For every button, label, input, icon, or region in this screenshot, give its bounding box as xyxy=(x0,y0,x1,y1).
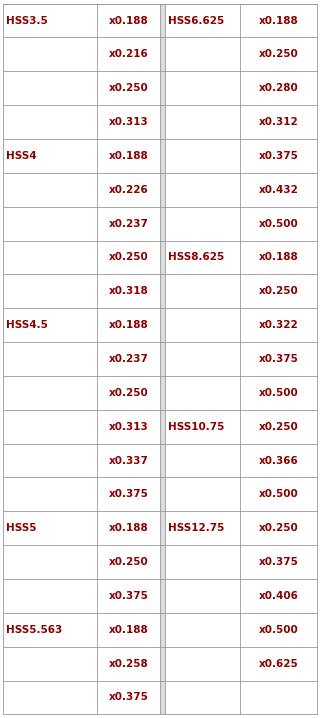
Bar xyxy=(160,241,165,274)
Text: HSS8.625: HSS8.625 xyxy=(168,253,224,263)
Text: x0.500: x0.500 xyxy=(259,218,298,228)
Bar xyxy=(160,681,165,714)
Bar xyxy=(3,511,317,545)
Bar xyxy=(160,207,165,241)
Bar xyxy=(160,545,165,579)
Text: x0.250: x0.250 xyxy=(259,421,298,432)
Text: x0.375: x0.375 xyxy=(109,591,148,601)
Bar xyxy=(160,511,165,545)
Text: x0.375: x0.375 xyxy=(259,151,298,161)
Text: x0.337: x0.337 xyxy=(109,455,148,465)
Text: x0.188: x0.188 xyxy=(109,625,148,635)
Text: x0.313: x0.313 xyxy=(109,117,148,127)
Bar xyxy=(3,4,317,37)
Text: x0.280: x0.280 xyxy=(259,83,298,93)
Text: x0.375: x0.375 xyxy=(109,692,148,702)
Bar xyxy=(160,37,165,71)
Bar xyxy=(160,274,165,308)
Bar xyxy=(160,139,165,173)
Text: x0.500: x0.500 xyxy=(259,490,298,500)
Bar xyxy=(160,410,165,444)
Text: x0.375: x0.375 xyxy=(259,557,298,567)
Bar xyxy=(3,681,317,714)
Bar xyxy=(160,376,165,410)
Bar xyxy=(160,173,165,207)
Bar xyxy=(3,37,317,71)
Text: x0.188: x0.188 xyxy=(109,16,148,26)
Bar xyxy=(3,376,317,410)
Text: x0.258: x0.258 xyxy=(109,658,148,668)
Bar xyxy=(3,545,317,579)
Text: x0.250: x0.250 xyxy=(259,50,298,60)
Text: x0.188: x0.188 xyxy=(259,253,298,263)
Text: x0.375: x0.375 xyxy=(109,490,148,500)
Text: x0.250: x0.250 xyxy=(259,523,298,533)
Text: x0.312: x0.312 xyxy=(259,117,298,127)
Text: HSS4: HSS4 xyxy=(6,151,37,161)
Bar xyxy=(160,71,165,105)
Text: x0.188: x0.188 xyxy=(109,320,148,330)
Bar xyxy=(160,4,165,37)
Bar xyxy=(3,477,317,511)
Bar xyxy=(3,241,317,274)
Text: x0.313: x0.313 xyxy=(109,421,148,432)
Bar xyxy=(160,105,165,139)
Text: x0.250: x0.250 xyxy=(109,83,148,93)
Text: x0.322: x0.322 xyxy=(259,320,298,330)
Text: x0.500: x0.500 xyxy=(259,625,298,635)
Text: HSS5.563: HSS5.563 xyxy=(6,625,63,635)
Text: HSS5: HSS5 xyxy=(6,523,37,533)
Text: HSS6.625: HSS6.625 xyxy=(168,16,224,26)
Text: x0.250: x0.250 xyxy=(259,286,298,297)
Bar xyxy=(3,274,317,308)
Text: x0.500: x0.500 xyxy=(259,388,298,398)
Text: x0.406: x0.406 xyxy=(259,591,298,601)
Bar xyxy=(160,647,165,681)
Text: HSS12.75: HSS12.75 xyxy=(168,523,224,533)
Bar xyxy=(3,579,317,613)
Bar xyxy=(160,477,165,511)
Bar xyxy=(160,579,165,613)
Text: x0.188: x0.188 xyxy=(259,16,298,26)
Text: x0.366: x0.366 xyxy=(259,455,298,465)
Text: HSS3.5: HSS3.5 xyxy=(6,16,48,26)
Bar xyxy=(3,71,317,105)
Bar xyxy=(3,308,317,342)
Bar xyxy=(3,207,317,241)
Text: x0.318: x0.318 xyxy=(109,286,148,297)
Text: x0.432: x0.432 xyxy=(259,185,298,195)
Bar xyxy=(3,173,317,207)
Text: x0.188: x0.188 xyxy=(109,151,148,161)
Bar xyxy=(3,444,317,477)
Bar xyxy=(3,410,317,444)
Text: HSS10.75: HSS10.75 xyxy=(168,421,224,432)
Text: HSS4.5: HSS4.5 xyxy=(6,320,48,330)
Text: x0.250: x0.250 xyxy=(109,388,148,398)
Bar xyxy=(3,613,317,647)
Text: x0.237: x0.237 xyxy=(109,354,148,364)
Bar xyxy=(3,105,317,139)
Text: x0.188: x0.188 xyxy=(109,523,148,533)
Text: x0.216: x0.216 xyxy=(109,50,148,60)
Bar xyxy=(160,444,165,477)
Text: x0.226: x0.226 xyxy=(109,185,148,195)
Text: x0.250: x0.250 xyxy=(109,253,148,263)
Text: x0.625: x0.625 xyxy=(259,658,298,668)
Bar xyxy=(160,342,165,376)
Bar xyxy=(160,613,165,647)
Bar xyxy=(3,342,317,376)
Bar xyxy=(160,308,165,342)
Bar xyxy=(3,647,317,681)
Text: x0.237: x0.237 xyxy=(109,218,148,228)
Text: x0.250: x0.250 xyxy=(109,557,148,567)
Bar xyxy=(3,139,317,173)
Text: x0.375: x0.375 xyxy=(259,354,298,364)
